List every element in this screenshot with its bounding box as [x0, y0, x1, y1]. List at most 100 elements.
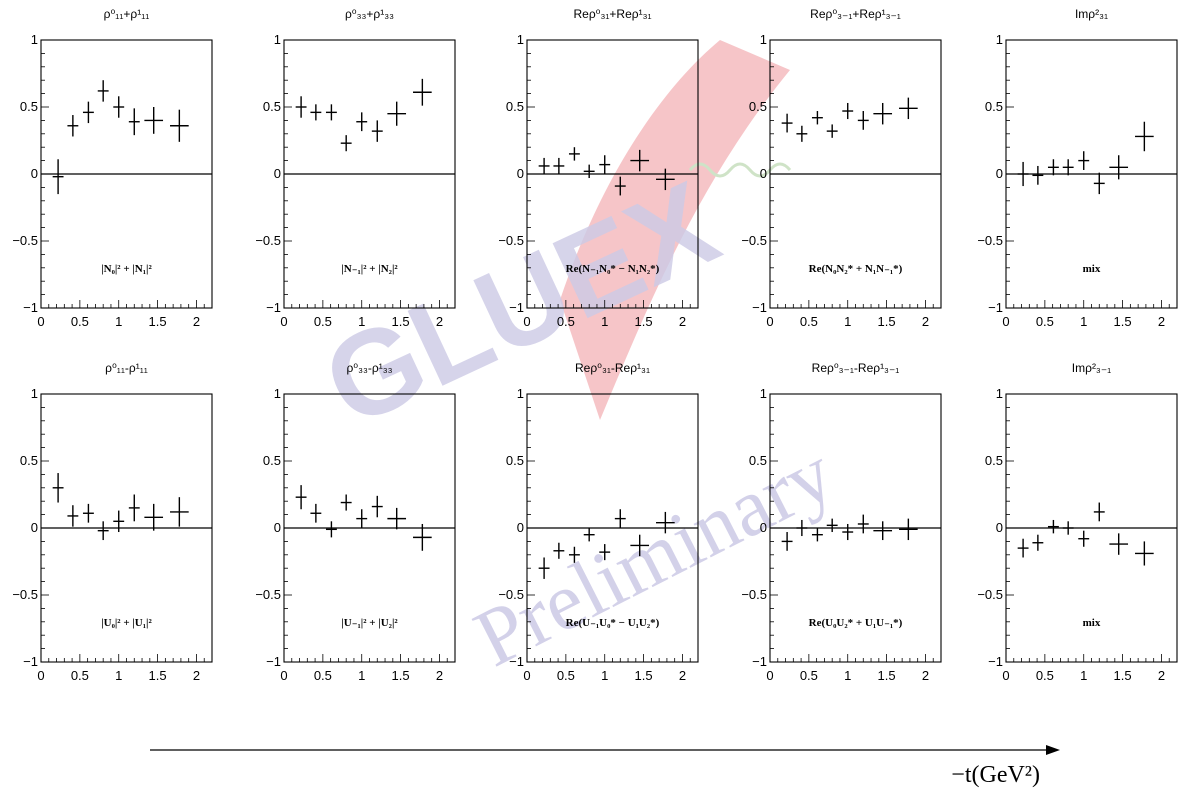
x-tick-label: 0: [1002, 668, 1009, 683]
data-point: [128, 494, 140, 522]
y-tick-label: −0.5: [255, 587, 281, 602]
y-tick-label: 1: [760, 386, 767, 401]
y-tick-label: 0.5: [749, 99, 767, 114]
data-point: [1135, 541, 1154, 566]
panel-title: Reρ⁰₃₋₁+Reρ¹₃₋₁: [810, 7, 901, 21]
y-tick-label: −0.5: [977, 587, 1003, 602]
x-tick-label: 1: [844, 314, 851, 329]
x-tick-label: 0: [37, 668, 44, 683]
x-tick-label: 1: [601, 314, 608, 329]
y-tick-label: 1: [996, 32, 1003, 47]
data-point: [113, 96, 125, 118]
data-point: [144, 107, 164, 134]
data-point: [614, 176, 626, 196]
data-point: [899, 518, 918, 541]
data-point: [857, 514, 869, 534]
data-point: [1078, 530, 1090, 547]
data-point: [796, 125, 808, 142]
x-tick-label: 0.5: [71, 314, 89, 329]
x-tick-label: 1: [1080, 668, 1087, 683]
data-point: [356, 509, 368, 528]
panel-5: Imρ²₃₁ 0 0.5 1 1.5 2 −1 −0.5 0 0.5 1 mix: [977, 7, 1178, 329]
x-tick-label: 0: [1002, 314, 1009, 329]
panel-9: Reρ⁰₃₋₁-Reρ¹₃₋₁ 0 0.5 1 1.5 2 −1 −0.5 0 0.5 1 Re(U₀…: [741, 361, 942, 683]
panel-title: Imρ²₃₋₁: [1072, 361, 1111, 375]
data-point: [1047, 159, 1059, 176]
y-tick-label: 0: [274, 520, 281, 535]
y-tick-label: 0: [517, 166, 524, 181]
x-tick-label: 2: [193, 668, 200, 683]
x-tick-label: 1.5: [149, 668, 167, 683]
x-tick-label: 1: [358, 314, 365, 329]
data-point: [599, 544, 611, 561]
data-point: [873, 102, 893, 125]
data-point: [781, 113, 793, 133]
y-tick-label: 1: [31, 32, 38, 47]
data-point: [553, 542, 565, 559]
data-point: [826, 518, 838, 533]
gluex-logo-gluon-wave: [688, 162, 792, 178]
y-tick-label: −1: [752, 300, 767, 315]
data-point: [52, 159, 64, 195]
data-point: [325, 521, 337, 538]
data-point: [857, 111, 869, 130]
y-tick-label: 0.5: [506, 453, 524, 468]
x-tick-label: 0.5: [557, 668, 575, 683]
y-tick-label: −0.5: [741, 233, 767, 248]
data-point: [310, 503, 322, 523]
data-point: [899, 97, 918, 120]
x-tick-label: 0: [280, 314, 287, 329]
data-point: [97, 80, 109, 102]
data-point: [97, 521, 109, 541]
x-tick-label: 2: [922, 668, 929, 683]
x-axis-label: −t(GeV²): [951, 762, 1040, 788]
data-point: [52, 473, 64, 503]
y-tick-label: 1: [517, 32, 524, 47]
data-point: [340, 135, 352, 152]
y-tick-label: 1: [274, 32, 281, 47]
data-point: [796, 519, 808, 537]
panel-annotation: |U₋₁|² + |U₂|²: [341, 617, 398, 629]
data-point: [1047, 519, 1059, 534]
x-tick-label: 2: [679, 314, 686, 329]
y-tick-label: −0.5: [255, 233, 281, 248]
data-point: [1032, 165, 1044, 185]
data-point: [82, 503, 94, 523]
y-tick-label: 0.5: [20, 453, 38, 468]
data-point: [1078, 151, 1090, 170]
data-point: [781, 532, 793, 551]
data-point: [583, 164, 595, 179]
data-point: [656, 511, 675, 534]
y-tick-label: −1: [266, 300, 281, 315]
data-point: [1109, 155, 1129, 180]
y-tick-label: 0: [31, 166, 38, 181]
x-axis-arrow-head: [1046, 745, 1060, 755]
x-tick-label: 0.5: [800, 668, 818, 683]
y-tick-label: 0.5: [985, 453, 1003, 468]
x-tick-label: 0.5: [71, 668, 89, 683]
y-tick-label: 0.5: [985, 99, 1003, 114]
x-tick-label: 2: [436, 668, 443, 683]
x-tick-label: 0.5: [314, 668, 332, 683]
panels: ρ⁰₁₁+ρ¹₁₁ 0 0.5 1 1.5 2 −1 −0.5 0 0.5 1 |N₀|² + |N₁…: [12, 7, 1178, 683]
panel-annotation: Re(U₋₁U₀* − U₁U₂*): [566, 617, 660, 629]
x-tick-label: 0: [280, 668, 287, 683]
y-tick-label: 0.5: [263, 453, 281, 468]
data-point: [295, 485, 307, 510]
data-point: [113, 510, 125, 533]
gluex-logo-swoosh: [560, 40, 790, 420]
x-tick-label: 1.5: [392, 668, 410, 683]
y-tick-label: 1: [517, 386, 524, 401]
data-point: [67, 505, 79, 527]
panel-3: Reρ⁰₃₁+Reρ¹₃₁ 0 0.5 1 1.5 2 −1 −0.5 0 0.5 1 Re(N₋₁N…: [498, 7, 699, 329]
x-tick-label: 1.5: [878, 668, 896, 683]
y-tick-label: −1: [988, 654, 1003, 669]
data-point: [1093, 172, 1105, 195]
data-point: [356, 112, 368, 132]
panel-annotation: |N₋₁|² + |N₂|²: [341, 263, 398, 275]
y-tick-label: 0.5: [749, 453, 767, 468]
panel-title: Reρ⁰₃₁+Reρ¹₃₁: [573, 7, 651, 21]
data-point: [413, 78, 432, 106]
